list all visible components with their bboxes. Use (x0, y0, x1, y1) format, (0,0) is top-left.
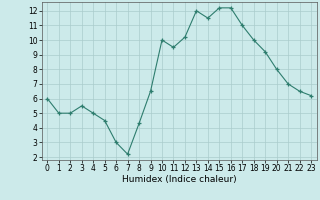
X-axis label: Humidex (Indice chaleur): Humidex (Indice chaleur) (122, 175, 236, 184)
